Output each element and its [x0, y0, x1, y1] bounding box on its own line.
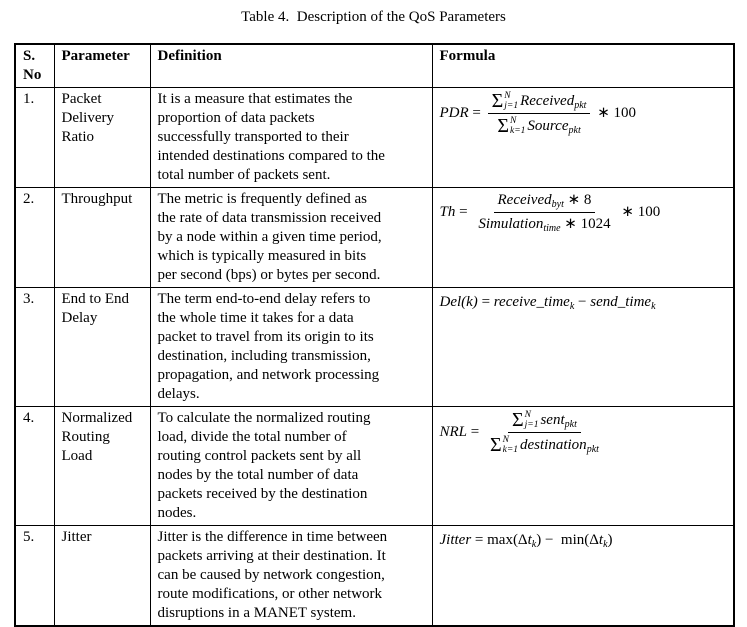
formula-cell: Jitter = max(Δ t k) − min(Δ t k) [431, 525, 735, 627]
definition-cell: The metric is frequently defined as the … [149, 187, 433, 288]
table-row: 5. Jitter Jitter is the difference in ti… [14, 525, 735, 627]
sno-cell: 4. [14, 406, 55, 526]
sno-cell: 2. [14, 187, 55, 288]
table-caption: Table 4. Description of the QoS Paramete… [241, 9, 506, 25]
formula-cell: Th = Received byt ∗ 8 Simulation time ∗ 102… [431, 187, 735, 288]
table-row: 2. Throughput The metric is frequently d… [14, 187, 735, 288]
formula-cell: Del(k) = receive_time k − send_time k [431, 287, 735, 407]
parameter-cell: End to End Delay [53, 287, 151, 407]
parameter-cell: Packet Delivery Ratio [53, 87, 151, 188]
sno-cell: 5. [14, 525, 55, 627]
header-parameter: Parameter [53, 43, 151, 88]
sno-cell: 3. [14, 287, 55, 407]
parameter-cell: Normalized Routing Load [53, 406, 151, 526]
header-row: S. No Parameter Definition Formula [14, 43, 735, 88]
definition-cell: It is a measure that estimates the propo… [149, 87, 433, 188]
qos-parameters-table: S. No Parameter Definition Formula 1. Pa… [14, 43, 735, 627]
table-row: 1. Packet Delivery Ratio It is a measure… [14, 87, 735, 188]
table-row: 3. End to End Delay The term end-to-end … [14, 287, 735, 407]
definition-cell: To calculate the normalized routing load… [149, 406, 433, 526]
parameter-cell: Throughput [53, 187, 151, 288]
table-row: 4. Normalized Routing Load To calculate … [14, 406, 735, 526]
definition-cell: The term end-to-end delay refers to the … [149, 287, 433, 407]
definition-cell: Jitter is the difference in time between… [149, 525, 433, 627]
header-sno: S. No [14, 43, 55, 88]
header-definition: Definition [149, 43, 433, 88]
throughput-formula: Th = Received byt ∗ 8 Simulation time ∗ 102… [439, 192, 661, 235]
parameter-cell: Jitter [53, 525, 151, 627]
sno-cell: 1. [14, 87, 55, 188]
jitter-formula: Jitter = max(Δ t k) − min(Δ t k) [439, 531, 613, 550]
header-formula: Formula [431, 43, 735, 88]
delay-formula: Del(k) = receive_time k − send_time k [439, 293, 656, 312]
